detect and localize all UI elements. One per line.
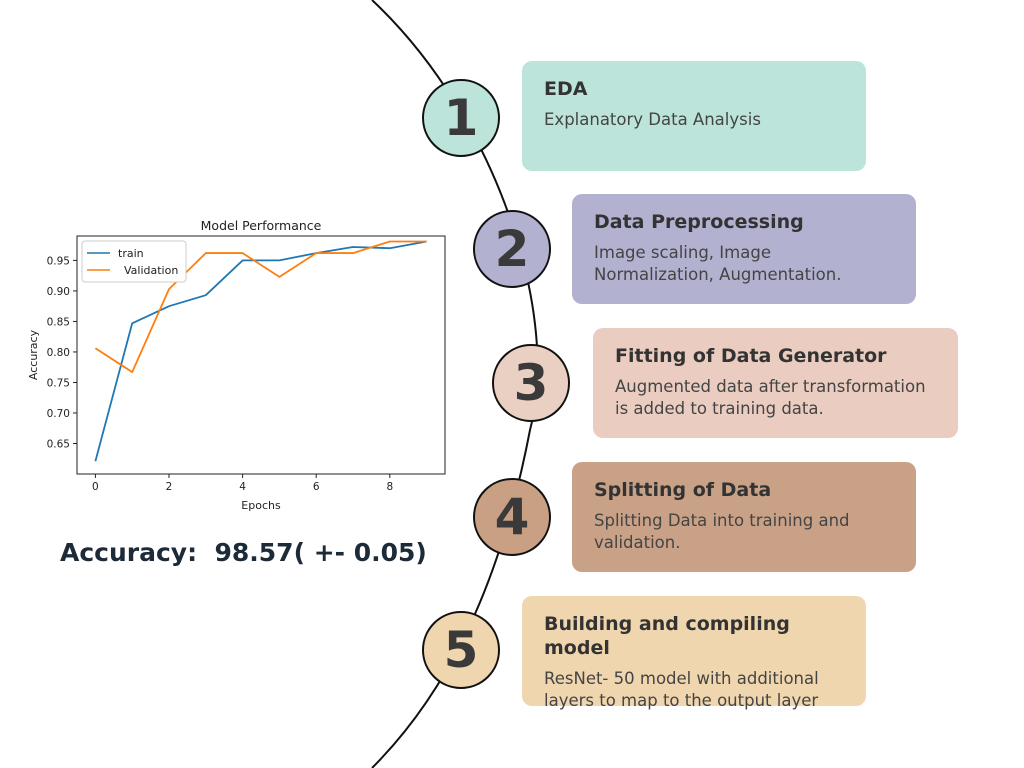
step-5-number: 5 <box>443 621 479 679</box>
step-3-title: Fitting of Data Generator <box>615 345 887 367</box>
step-5-title: Building and compiling model <box>544 613 790 659</box>
step-1-number: 1 <box>443 89 479 147</box>
chart-legend: train Validation <box>81 240 187 283</box>
chart-x-axis-label: Epochs <box>241 499 281 512</box>
step-2-title: Data Preprocessing <box>594 211 804 233</box>
y-tick-label: 0.65 <box>47 438 70 450</box>
step-4-description: Splitting Data into training and validat… <box>594 511 850 552</box>
step-2-number: 2 <box>494 220 530 278</box>
step-4-circle: 4 <box>473 478 551 556</box>
y-tick-label: 0.85 <box>47 316 70 328</box>
step-5-circle: 5 <box>422 611 500 689</box>
step-3-number: 3 <box>513 354 549 412</box>
y-tick-label: 0.80 <box>47 347 70 359</box>
step-4-number: 4 <box>494 488 530 546</box>
step-2-card: Data Preprocessing Image scaling, Image … <box>572 194 916 304</box>
step-4-card: Splitting of Data Splitting Data into tr… <box>572 462 916 572</box>
step-1-description: Explanatory Data Analysis <box>544 110 761 129</box>
model-performance-chart: Model Performance 0 2 4 6 8 0.65 0.70 0.75 0.80 0… <box>27 218 446 512</box>
x-tick-label: 8 <box>386 481 393 493</box>
step-2-circle: 2 <box>473 210 551 288</box>
accuracy-summary: Accuracy: 98.57( +- 0.05) <box>60 538 427 567</box>
legend-label-validation: Validation <box>124 264 178 277</box>
step-3-card: Fitting of Data Generator Augmented data… <box>593 328 958 438</box>
step-5-card: Building and compiling model ResNet- 50 … <box>522 596 866 710</box>
x-tick-label: 2 <box>166 481 173 493</box>
step-4-title: Splitting of Data <box>594 479 772 501</box>
step-1-title: EDA <box>544 78 588 100</box>
y-tick-label: 0.75 <box>47 377 70 389</box>
chart-y-axis-label: Accuracy <box>27 329 40 380</box>
step-1-card: EDA Explanatory Data Analysis <box>522 61 866 171</box>
y-tick-label: 0.70 <box>47 408 70 420</box>
legend-box <box>81 240 187 283</box>
step-1-circle: 1 <box>422 79 500 157</box>
x-tick-label: 6 <box>313 481 320 493</box>
chart-plot-area <box>76 235 446 475</box>
series-line-validation <box>94 240 427 373</box>
y-tick-label: 0.95 <box>47 255 70 267</box>
x-tick-label: 0 <box>92 481 99 493</box>
step-2-description: Image scaling, Image Normalization, Augm… <box>594 243 842 284</box>
step-3-circle: 3 <box>492 344 570 422</box>
step-3-description: Augmented data after transformation is a… <box>615 377 926 418</box>
y-tick-label: 0.90 <box>47 286 70 298</box>
legend-label-train: train <box>118 247 144 260</box>
x-tick-label: 4 <box>239 481 246 493</box>
step-5-description: ResNet- 50 model with additional layers … <box>544 669 819 710</box>
chart-title: Model Performance <box>201 218 322 233</box>
